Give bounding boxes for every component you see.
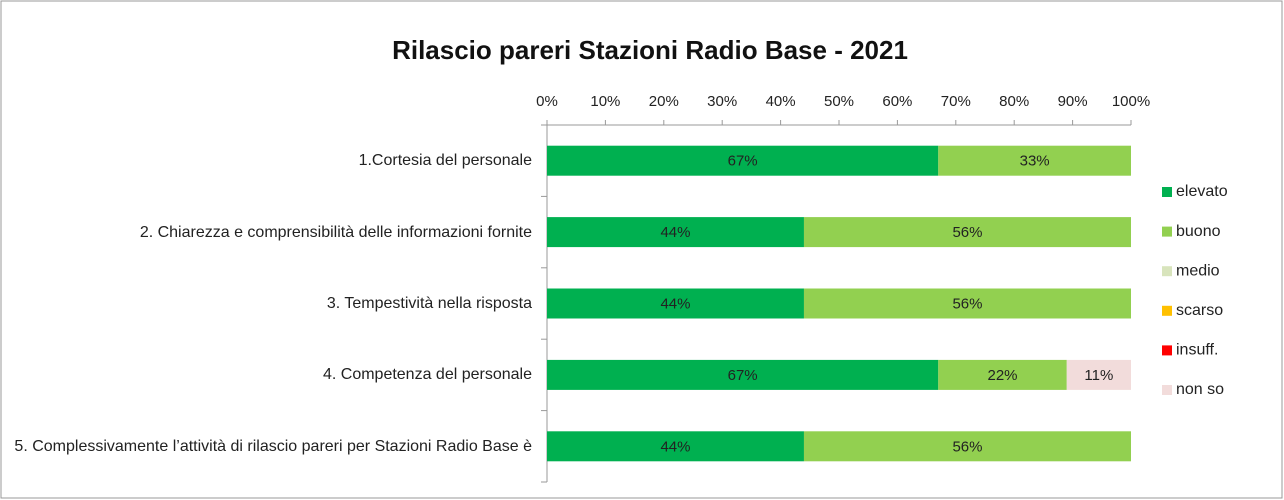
bar-segment xyxy=(547,431,804,462)
data-label: 67% xyxy=(728,153,758,170)
legend-swatch xyxy=(1162,345,1172,356)
bar-segment xyxy=(938,359,1067,390)
y-tick-label: 4. Competenza del personale xyxy=(322,366,532,384)
x-tick-label: 20% xyxy=(649,93,679,110)
y-tick-label: 2. Chiarezza e comprensibilità delle inf… xyxy=(139,223,532,241)
legend-swatch xyxy=(1162,266,1172,277)
y-tick-label: 1.Cortesia del personale xyxy=(358,152,532,170)
x-tick-label: 100% xyxy=(1112,93,1150,110)
x-tick-label: 70% xyxy=(941,93,971,110)
x-tick-label: 10% xyxy=(590,93,620,110)
x-tick-label: 80% xyxy=(999,93,1029,110)
data-label: 56% xyxy=(952,224,982,241)
y-tick-label: 3. Tempestività nella risposta xyxy=(326,295,532,312)
bar-segment xyxy=(547,359,939,390)
data-label: 44% xyxy=(660,224,690,241)
x-tick-label: 90% xyxy=(1058,93,1088,110)
data-label: 67% xyxy=(728,367,758,384)
y-tick-label: 5. Complessivamente l’attività di rilasc… xyxy=(14,437,532,455)
bar-segment xyxy=(803,217,1131,248)
legend-swatch xyxy=(1162,305,1172,316)
data-label: 11% xyxy=(1084,367,1113,384)
bar-segment xyxy=(938,145,1131,176)
x-tick-label: 40% xyxy=(766,93,796,110)
bar-segment xyxy=(547,217,804,248)
legend-swatch xyxy=(1162,187,1172,197)
bar-segment xyxy=(547,288,804,319)
legend-label: medio xyxy=(1176,262,1220,279)
bar-segment xyxy=(1066,359,1131,390)
data-label: 56% xyxy=(952,295,982,312)
legend-label: insuff. xyxy=(1176,342,1218,359)
legend-label: non so xyxy=(1176,381,1224,398)
bar-segment xyxy=(547,145,939,176)
x-tick-label: 60% xyxy=(882,93,912,110)
data-label: 22% xyxy=(988,367,1018,384)
data-label: 56% xyxy=(952,438,982,455)
x-tick-label: 30% xyxy=(707,93,737,110)
legend-label: buono xyxy=(1176,223,1221,240)
bar-segment xyxy=(803,431,1131,462)
data-label: 33% xyxy=(1020,153,1050,170)
data-label: 44% xyxy=(660,438,690,455)
x-tick-label: 50% xyxy=(824,93,854,110)
legend-swatch xyxy=(1162,226,1172,237)
legend-label: scarso xyxy=(1176,302,1223,319)
legend-label: elevato xyxy=(1176,183,1228,200)
chart-title: Rilascio pareri Stazioni Radio Base - 20… xyxy=(392,35,908,65)
bar-segment xyxy=(803,288,1131,319)
legend-swatch xyxy=(1162,385,1172,395)
data-label: 44% xyxy=(660,295,690,312)
x-tick-label: 0% xyxy=(536,93,558,110)
